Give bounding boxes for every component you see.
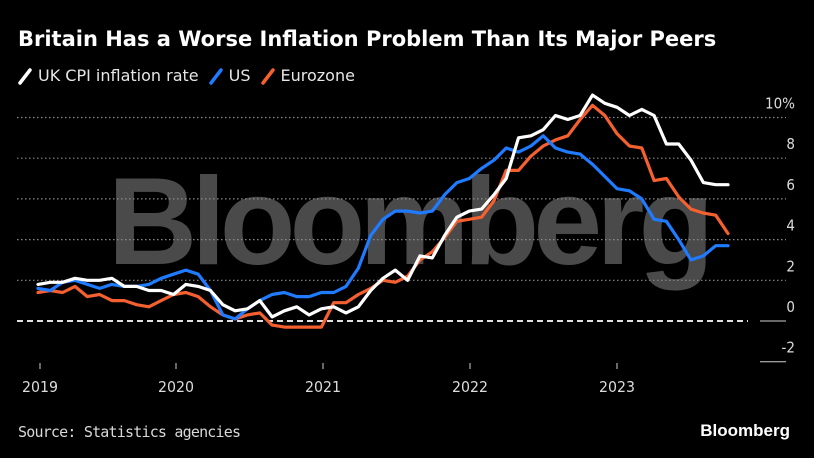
us-line — [36, 134, 730, 321]
x-tick-label: 2022 — [452, 378, 488, 396]
x-axis: 2019 2020 2021 2022 2023 — [22, 363, 635, 396]
x-tick-label: 2019 — [22, 378, 58, 396]
y-tick-label: 0 — [786, 298, 795, 316]
series-lines — [36, 93, 730, 329]
legend: UK CPI inflation rate US Eurozone — [18, 66, 365, 85]
y-tick-label: 2 — [786, 257, 795, 275]
legend-label-uk: UK CPI inflation rate — [38, 66, 199, 85]
y-tick-label: 4 — [786, 217, 795, 235]
legend-label-us: US — [228, 66, 251, 85]
chart-title: Britain Has a Worse Inflation Problem Th… — [18, 27, 717, 51]
source-note: Source: Statistics agencies — [18, 423, 241, 441]
legend-label-eurozone: Eurozone — [280, 66, 355, 85]
x-tick-label: 2021 — [305, 378, 341, 396]
grid — [17, 116, 786, 363]
legend-swatch-eurozone-icon — [260, 67, 275, 85]
watermark: Bloomberg — [108, 153, 708, 291]
legend-item-uk: UK CPI inflation rate — [18, 66, 199, 85]
uk-line — [36, 93, 730, 319]
y-axis: 10% 8 6 4 2 0 -2 — [765, 95, 795, 357]
legend-swatch-uk-icon — [18, 67, 32, 85]
y-tick-label: 8 — [786, 135, 795, 153]
y-tick-label: 10% — [765, 95, 795, 113]
x-tick-label: 2023 — [599, 378, 635, 396]
legend-swatch-us-icon — [208, 67, 223, 85]
legend-item-eurozone: Eurozone — [260, 66, 355, 85]
y-tick-label: -2 — [782, 339, 795, 357]
y-tick-label: 6 — [786, 176, 795, 194]
legend-item-us: US — [208, 66, 251, 85]
x-tick-label: 2020 — [158, 378, 194, 396]
bloomberg-logo: Bloomberg — [700, 421, 790, 440]
